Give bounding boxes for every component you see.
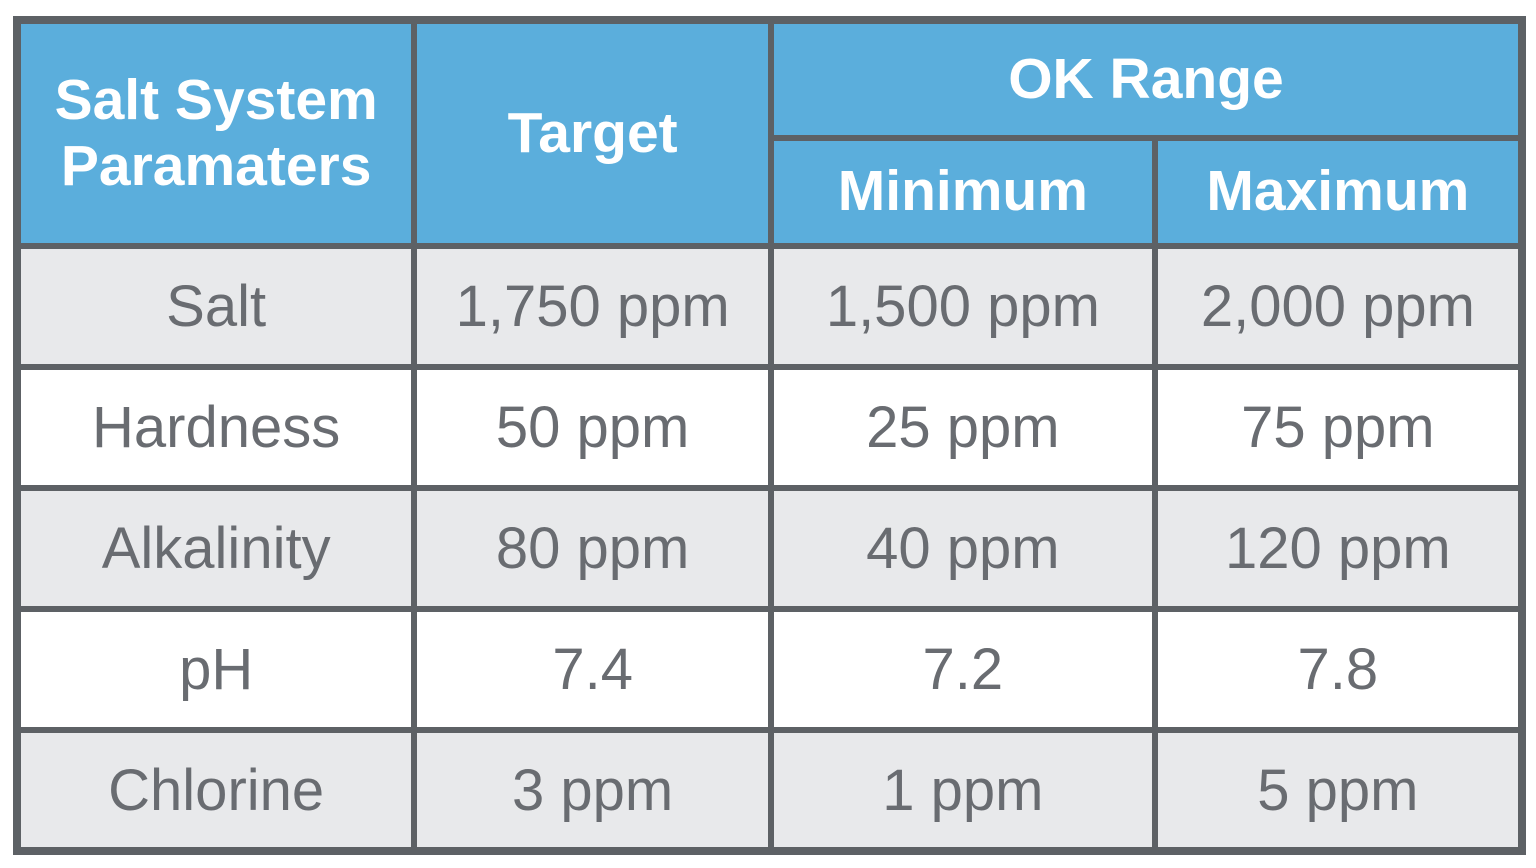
table-row-hardness: Hardness 50 ppm 25 ppm 75 ppm bbox=[13, 364, 1526, 491]
table-header: Salt System Paramaters Target OK Range M… bbox=[13, 17, 1526, 249]
minimum-value-cell: 1 ppm bbox=[767, 727, 1158, 854]
maximum-value-cell: 2,000 ppm bbox=[1151, 243, 1526, 370]
param-name-cell: pH bbox=[13, 606, 418, 733]
minimum-value-cell: 25 ppm bbox=[767, 364, 1158, 491]
param-name-cell: Salt bbox=[13, 243, 418, 370]
maximum-value-cell: 5 ppm bbox=[1151, 727, 1526, 854]
table-row-alkalinity: Alkalinity 80 ppm 40 ppm 120 ppm bbox=[13, 485, 1526, 612]
header-parameters: Salt System Paramaters bbox=[13, 17, 418, 249]
target-value-cell: 3 ppm bbox=[411, 727, 774, 854]
target-value-cell: 7.4 bbox=[411, 606, 774, 733]
header-target: Target bbox=[411, 17, 774, 249]
target-value-cell: 50 ppm bbox=[411, 364, 774, 491]
table-body: Salt 1,750 ppm 1,500 ppm 2,000 ppm Hardn… bbox=[13, 243, 1526, 854]
table-row-salt: Salt 1,750 ppm 1,500 ppm 2,000 ppm bbox=[13, 243, 1526, 370]
param-name-cell: Alkalinity bbox=[13, 485, 418, 612]
target-value-cell: 1,750 ppm bbox=[411, 243, 774, 370]
minimum-value-cell: 7.2 bbox=[767, 606, 1158, 733]
table-row-chlorine: Chlorine 3 ppm 1 ppm 5 ppm bbox=[13, 727, 1526, 854]
header-row-sub: Minimum Maximum bbox=[17, 135, 1526, 249]
param-name-cell: Chlorine bbox=[13, 727, 418, 854]
maximum-value-cell: 75 ppm bbox=[1151, 364, 1526, 491]
header-maximum: Maximum bbox=[1151, 135, 1526, 249]
minimum-value-cell: 1,500 ppm bbox=[767, 243, 1158, 370]
header-row-top: Salt System Paramaters Target OK Range bbox=[13, 17, 1526, 249]
minimum-value-cell: 40 ppm bbox=[767, 485, 1158, 612]
header-minimum: Minimum bbox=[767, 135, 1158, 249]
target-value-cell: 80 ppm bbox=[411, 485, 774, 612]
table-row-ph: pH 7.4 7.2 7.8 bbox=[13, 606, 1526, 733]
header-ok-range: OK Range bbox=[767, 17, 1526, 141]
salt-system-parameters-table: Salt System Paramaters Target OK Range M… bbox=[13, 16, 1526, 855]
param-name-cell: Hardness bbox=[13, 364, 418, 491]
maximum-value-cell: 120 ppm bbox=[1151, 485, 1526, 612]
maximum-value-cell: 7.8 bbox=[1151, 606, 1526, 733]
